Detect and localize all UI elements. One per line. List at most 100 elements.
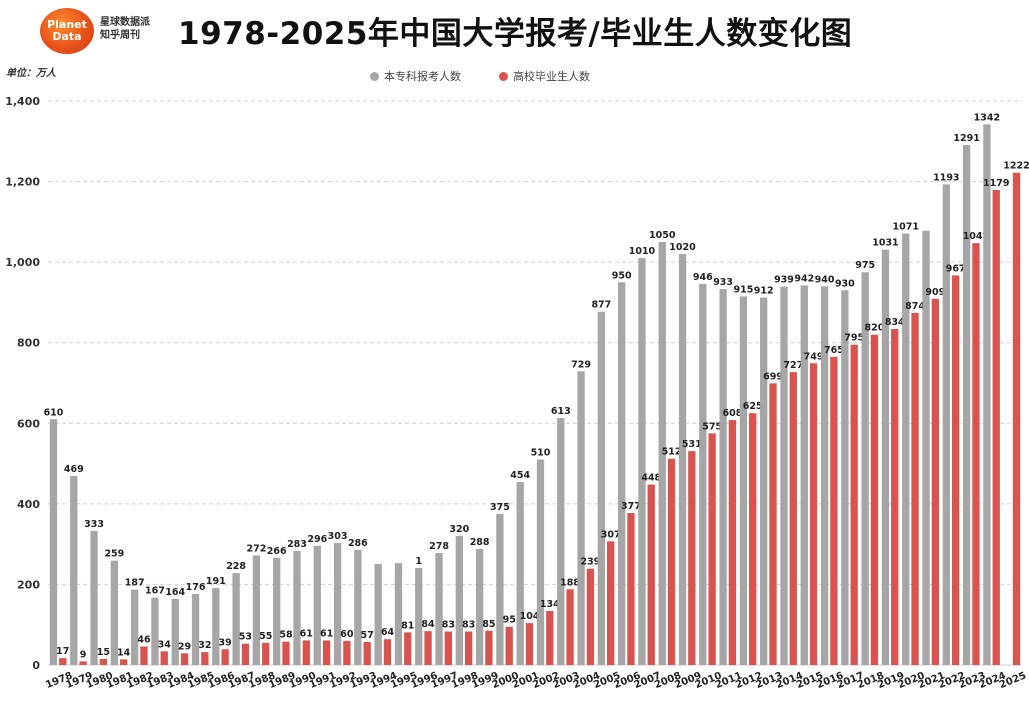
y-tick-label: 400 [17, 498, 40, 511]
bar-graduates [809, 363, 818, 665]
bar-applicants [212, 588, 220, 665]
data-label-applicants: 278 [429, 541, 449, 552]
data-label-applicants: 946 [693, 272, 713, 283]
bar-applicants [962, 144, 971, 665]
bar-applicants [415, 567, 423, 665]
bar-graduates [59, 658, 67, 665]
bar-applicants [780, 286, 788, 665]
logo-line1: Planet [47, 18, 87, 31]
data-label-graduates: 46 [137, 634, 151, 645]
bar-applicants [638, 258, 646, 665]
data-label-graduates: 55 [259, 631, 272, 642]
y-tick-label: 0 [32, 659, 40, 672]
data-label-applicants: 510 [531, 448, 551, 459]
data-label-graduates: 39 [219, 637, 232, 648]
bar-graduates [160, 651, 168, 665]
bar-graduates [424, 631, 432, 665]
data-label-graduates: 83 [462, 620, 475, 631]
data-label-graduates: 512 [662, 447, 682, 458]
bar-applicants [475, 548, 484, 665]
bar-graduates [667, 458, 676, 665]
data-label-applicants: 286 [348, 538, 368, 549]
bar-graduates [241, 643, 250, 665]
data-label-applicants: 1291 [953, 133, 979, 144]
legend-label-applicants: 本专科报考人数 [384, 70, 461, 83]
bar-applicants [820, 286, 829, 665]
bar-graduates [647, 484, 655, 665]
data-label-applicants: 1342 [974, 112, 1000, 123]
data-label-graduates: 795 [844, 333, 864, 344]
data-label-graduates: 820 [865, 323, 885, 334]
bar-applicants [191, 594, 200, 665]
brand-line2: 知乎周刊 [100, 30, 140, 41]
data-label-graduates: 765 [824, 345, 844, 356]
bar-applicants [293, 550, 301, 665]
bar-applicants [719, 289, 727, 665]
logo-line2: Data [52, 30, 82, 43]
bar-graduates [586, 568, 595, 665]
data-label-applicants: 320 [449, 524, 469, 535]
data-label-applicants: 176 [186, 582, 206, 593]
bar-applicants [557, 418, 565, 665]
data-label-graduates: 575 [702, 421, 722, 432]
legend-dot-icon [499, 71, 508, 81]
bar-graduates [404, 632, 412, 665]
data-label-graduates: 377 [621, 501, 641, 512]
bar-applicants [252, 555, 261, 665]
brand-text: 星球数据派 知乎周刊 [100, 16, 150, 42]
data-label-applicants: 877 [591, 300, 611, 311]
bar-applicants [739, 296, 748, 665]
data-label-applicants: 228 [226, 561, 246, 572]
bar-graduates [343, 640, 351, 665]
data-label-applicants: 613 [551, 406, 571, 417]
bar-graduates [850, 344, 858, 665]
bar-applicants [333, 542, 342, 665]
data-label-graduates: 134 [540, 599, 560, 610]
bar-graduates [769, 383, 777, 665]
bar-graduates [566, 589, 574, 665]
data-label-graduates: 95 [503, 615, 516, 626]
data-label-applicants: 950 [612, 270, 632, 281]
planet-data-logo: Planet Data [40, 8, 94, 54]
data-label-applicants: 1010 [629, 246, 656, 257]
data-label-applicants: 454 [510, 470, 530, 481]
bar-graduates [749, 413, 757, 665]
bar-graduates [485, 630, 493, 665]
bar-applicants [760, 297, 768, 665]
data-label-graduates: 53 [239, 632, 252, 643]
data-label-applicants: 912 [754, 286, 774, 297]
legend-label-graduates: 高校毕业生人数 [513, 70, 590, 83]
data-label-graduates: 239 [580, 557, 600, 568]
bar-graduates [79, 661, 87, 665]
data-label-applicants: 940 [815, 274, 835, 285]
data-label-graduates: 84 [421, 619, 435, 630]
data-label-graduates: 749 [804, 351, 824, 362]
data-label-graduates: 60 [340, 629, 354, 640]
data-label-applicants: 187 [125, 578, 145, 589]
bar-applicants [577, 371, 585, 665]
bar-graduates [911, 312, 919, 665]
bar-applicants [699, 283, 707, 665]
data-label-applicants: 167 [145, 586, 165, 597]
bar-graduates [180, 653, 189, 665]
data-label-graduates: 15 [97, 647, 110, 658]
data-label-applicants: 1 [415, 556, 422, 567]
bar-graduates [607, 541, 615, 665]
brand-line1: 星球数据派 [100, 17, 150, 28]
data-label-graduates: 57 [361, 630, 374, 641]
bar-applicants [536, 459, 545, 665]
bar-graduates [870, 334, 879, 665]
bar-applicants [861, 272, 869, 665]
data-label-graduates: 909 [925, 287, 945, 298]
legend-item-graduates: 高校毕业生人数 [499, 68, 590, 84]
bar-applicants [983, 124, 991, 665]
data-label-applicants: 1193 [933, 172, 959, 183]
bar-graduates [464, 631, 473, 665]
data-label-graduates: 608 [723, 408, 743, 419]
bar-graduates [931, 298, 939, 665]
data-label-applicants: 303 [328, 531, 348, 542]
bar-graduates [363, 642, 371, 665]
y-tick-label: 600 [17, 417, 40, 430]
